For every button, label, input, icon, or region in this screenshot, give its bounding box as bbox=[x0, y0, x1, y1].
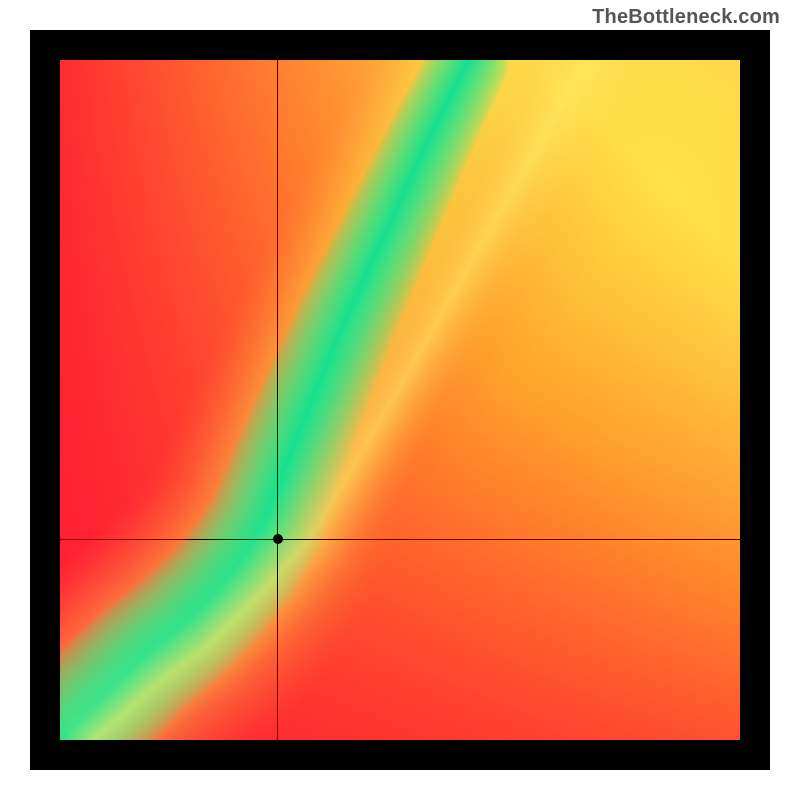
heatmap-canvas bbox=[60, 60, 740, 740]
crosshair-vertical bbox=[277, 60, 278, 740]
crosshair-dot bbox=[273, 534, 283, 544]
watermark-text: TheBottleneck.com bbox=[592, 6, 780, 29]
bottleneck-heatmap-figure: TheBottleneck.com bbox=[0, 0, 800, 800]
plot-frame bbox=[30, 30, 770, 770]
crosshair-horizontal bbox=[60, 539, 740, 540]
